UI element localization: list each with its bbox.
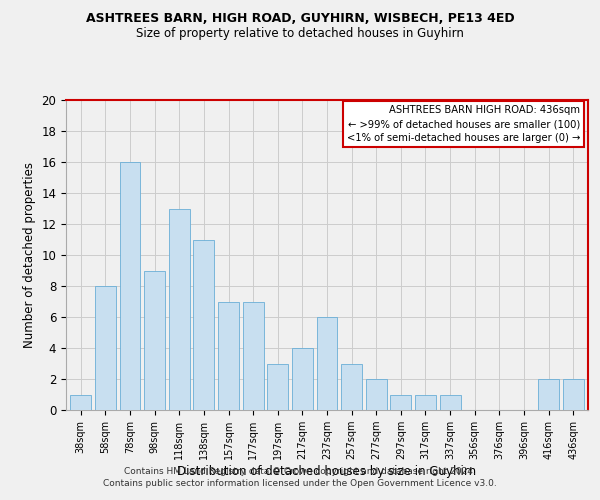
- Text: ASHTREES BARN HIGH ROAD: 436sqm
← >99% of detached houses are smaller (100)
<1% : ASHTREES BARN HIGH ROAD: 436sqm ← >99% o…: [347, 104, 580, 144]
- Bar: [95, 286, 116, 410]
- Text: Size of property relative to detached houses in Guyhirn: Size of property relative to detached ho…: [136, 28, 464, 40]
- Bar: [341, 364, 362, 410]
- Bar: [267, 364, 288, 410]
- Bar: [317, 317, 337, 410]
- Y-axis label: Number of detached properties: Number of detached properties: [23, 162, 36, 348]
- Bar: [440, 394, 461, 410]
- Bar: [415, 394, 436, 410]
- Bar: [70, 394, 91, 410]
- Text: ASHTREES BARN, HIGH ROAD, GUYHIRN, WISBECH, PE13 4ED: ASHTREES BARN, HIGH ROAD, GUYHIRN, WISBE…: [86, 12, 514, 26]
- Bar: [169, 208, 190, 410]
- Bar: [144, 270, 165, 410]
- Bar: [366, 379, 387, 410]
- Bar: [391, 394, 412, 410]
- Text: Contains HM Land Registry data © Crown copyright and database right 2024.
Contai: Contains HM Land Registry data © Crown c…: [103, 466, 497, 487]
- Bar: [563, 379, 584, 410]
- Bar: [218, 302, 239, 410]
- X-axis label: Distribution of detached houses by size in Guyhirn: Distribution of detached houses by size …: [178, 465, 476, 478]
- Bar: [292, 348, 313, 410]
- Bar: [193, 240, 214, 410]
- Bar: [119, 162, 140, 410]
- Bar: [538, 379, 559, 410]
- Bar: [242, 302, 263, 410]
